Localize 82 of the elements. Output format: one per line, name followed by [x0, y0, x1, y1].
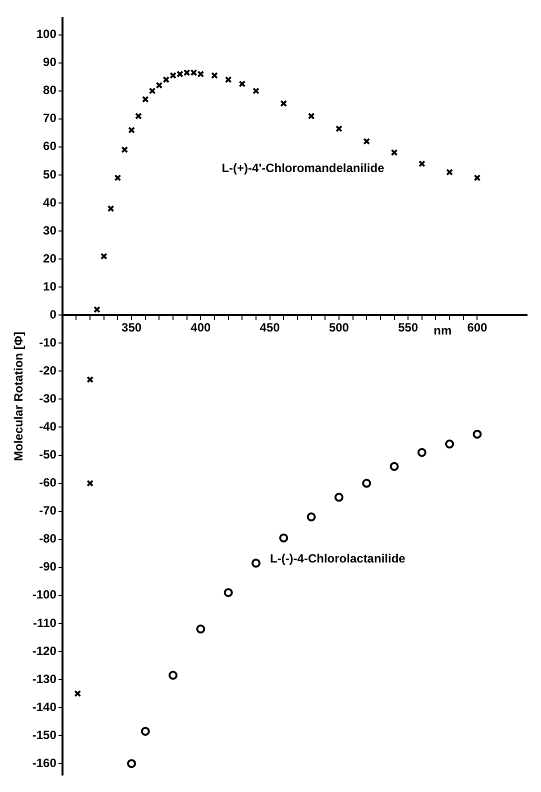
- point: [197, 70, 204, 78]
- point: [224, 588, 233, 598]
- x-tick-label: 550: [398, 320, 418, 335]
- point: [224, 76, 232, 84]
- y-tick-label: -150: [32, 728, 57, 742]
- x-tick-label: 400: [190, 320, 212, 335]
- point: [162, 76, 170, 84]
- point: [74, 690, 82, 697]
- point: [121, 146, 128, 154]
- point: [168, 670, 178, 680]
- point: [196, 624, 206, 634]
- y-tick-label: -20: [39, 363, 57, 378]
- point: [251, 558, 260, 568]
- y-tick-label: -70: [39, 504, 57, 518]
- y-tick-label: -30: [39, 392, 57, 406]
- x-tick-label: 600: [467, 320, 488, 335]
- point: [446, 168, 454, 176]
- y-tick-label: -140: [32, 700, 57, 714]
- y-tick-label: 30: [43, 223, 57, 238]
- y-tick-label: -60: [39, 476, 57, 490]
- point: [334, 492, 344, 502]
- point: [107, 205, 114, 212]
- point: [280, 100, 288, 107]
- point: [279, 533, 288, 542]
- point: [390, 462, 399, 471]
- point: [140, 726, 150, 736]
- y-tick-label: 0: [50, 307, 57, 322]
- point: [134, 112, 142, 120]
- x-axis-title: nm: [434, 323, 452, 338]
- point: [472, 430, 482, 439]
- y-tick-label: -130: [32, 672, 57, 686]
- y-tick-label: -50: [39, 448, 57, 462]
- y-tick-label: 100: [36, 27, 57, 42]
- y-tick-label: 10: [43, 279, 57, 294]
- point: [183, 69, 190, 76]
- point: [417, 448, 426, 457]
- point: [211, 72, 218, 79]
- y-tick-label: -80: [39, 532, 57, 546]
- y-tick-label: 70: [43, 111, 57, 126]
- y-tick-label: -160: [32, 756, 57, 770]
- point: [445, 440, 454, 449]
- point: [362, 478, 372, 488]
- point: [127, 759, 136, 768]
- point: [128, 126, 136, 134]
- series-label: L-(-)-4-Chlorolactanilide: [270, 551, 406, 566]
- y-tick-label: -100: [32, 588, 57, 602]
- point: [170, 72, 177, 79]
- y-tick-label: 60: [43, 139, 57, 154]
- y-axis-title: Molecular Rotation [Φ]: [12, 332, 26, 461]
- point: [335, 125, 342, 132]
- y-tick-label: 20: [43, 251, 57, 266]
- y-tick-label: 40: [43, 195, 57, 210]
- point: [142, 96, 149, 103]
- point: [252, 87, 260, 94]
- x-tick-label: 500: [328, 320, 350, 335]
- point: [148, 87, 156, 94]
- point: [418, 160, 426, 168]
- point: [238, 80, 246, 88]
- y-tick-label: 80: [43, 83, 57, 98]
- point: [308, 112, 315, 120]
- point: [190, 69, 198, 76]
- point: [100, 252, 108, 260]
- y-tick-label: 50: [43, 167, 57, 182]
- y-tick-label: 90: [43, 55, 57, 70]
- point: [176, 70, 184, 78]
- y-tick-label: -90: [39, 560, 57, 574]
- y-tick-label: -40: [39, 420, 57, 434]
- x-tick-label: 350: [122, 320, 142, 335]
- y-tick-label: -110: [33, 616, 57, 630]
- point: [86, 376, 94, 384]
- point: [306, 512, 316, 522]
- y-tick-label: -120: [32, 644, 57, 658]
- point: [156, 82, 163, 89]
- series-label: L-(+)-4'-Chloromandelanilide: [222, 160, 385, 175]
- point: [474, 174, 481, 182]
- point: [86, 480, 94, 487]
- point: [114, 174, 122, 182]
- point: [94, 306, 100, 313]
- x-tick-label: 450: [260, 320, 280, 335]
- y-tick-label: -10: [39, 335, 57, 350]
- point: [363, 138, 370, 145]
- point: [390, 149, 398, 156]
